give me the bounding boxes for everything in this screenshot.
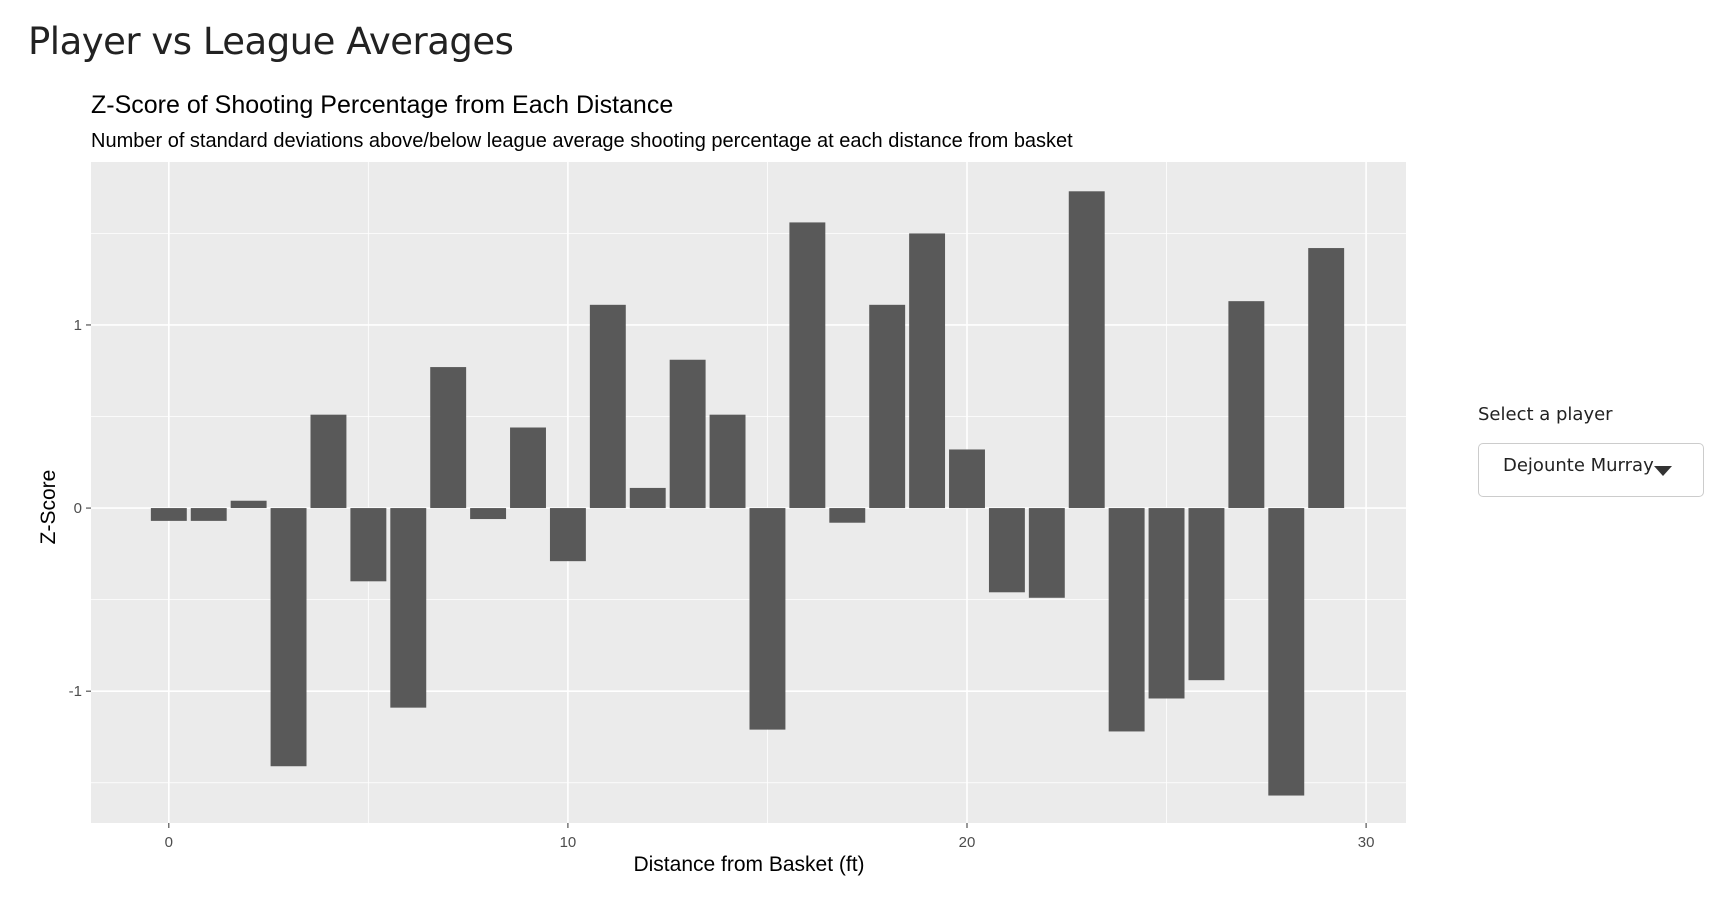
bar-29ft: [1308, 248, 1345, 509]
bar-20ft: [949, 449, 985, 509]
x-axis-title: Distance from Basket (ft): [633, 853, 864, 876]
bar-18ft: [869, 304, 906, 509]
bar-0ft: [150, 508, 187, 521]
y-tick-label: -1: [69, 683, 82, 700]
bar-3ft: [270, 508, 307, 767]
bar-23ft: [1068, 191, 1105, 509]
bar-8ft: [470, 508, 507, 520]
plot-area: 0 10 20 30 -1 0 1: [69, 162, 1406, 851]
selected-player-value: Dejounte Murray: [1503, 455, 1654, 476]
bar-25ft: [1148, 508, 1185, 699]
bar-2ft: [230, 500, 267, 509]
bar-21ft: [988, 508, 1025, 593]
bar-27ft: [1228, 301, 1265, 509]
bar-4ft: [310, 414, 347, 509]
bar-16ft: [789, 222, 826, 509]
bar-14ft: [709, 414, 746, 509]
bar-10ft: [549, 508, 586, 562]
y-tick-label: 0: [74, 500, 82, 517]
y-tick-label: 1: [74, 317, 82, 334]
bar-9ft: [510, 427, 546, 509]
x-tick-label: 0: [165, 834, 173, 851]
bar-13ft: [669, 359, 706, 509]
bar-15ft: [749, 508, 786, 730]
bar-7ft: [430, 367, 467, 509]
shooting-zscore-chart: Z-Score of Shooting Percentage from Each…: [37, 91, 1406, 876]
bar-26ft: [1188, 508, 1225, 681]
x-tick-label: 10: [560, 834, 577, 851]
x-tick-label: 30: [1358, 834, 1375, 851]
chevron-down-icon[interactable]: [1654, 466, 1672, 476]
bar-1ft: [190, 508, 227, 521]
bar-6ft: [390, 508, 427, 708]
bar-24ft: [1108, 508, 1145, 732]
player-select-panel: Select a player Dejounte Murray: [1478, 404, 1708, 497]
player-select-dropdown[interactable]: Dejounte Murray: [1478, 443, 1704, 497]
bar-17ft: [829, 508, 866, 523]
bar-28ft: [1268, 508, 1305, 796]
bar-19ft: [909, 233, 946, 509]
bar-12ft: [629, 487, 666, 509]
chart-title: Z-Score of Shooting Percentage from Each…: [91, 91, 673, 119]
y-axis-title: Z-Score: [37, 470, 60, 545]
chart-subtitle: Number of standard deviations above/belo…: [91, 130, 1073, 152]
page-title: Player vs League Averages: [28, 20, 514, 63]
plot-panel: [91, 162, 1406, 823]
x-tick-label: 20: [959, 834, 976, 851]
bar-11ft: [589, 304, 626, 509]
bar-5ft: [350, 508, 387, 582]
select-player-label: Select a player: [1478, 404, 1613, 425]
bar-22ft: [1028, 508, 1065, 598]
